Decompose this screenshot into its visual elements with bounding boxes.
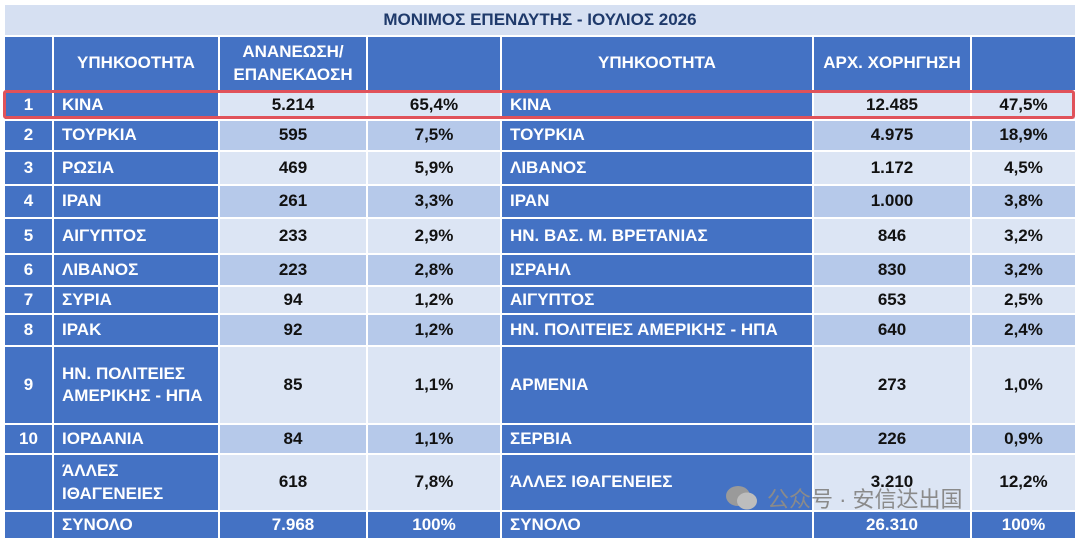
country-cell: ΙΡΑΝ (502, 186, 812, 217)
percent-cell: 1,1% (368, 425, 500, 453)
percent-cell: 1,2% (368, 315, 500, 345)
header-cell: ΥΠΗΚΟΟΤΗΤΑ (502, 37, 812, 90)
rank-cell: 2 (5, 121, 52, 150)
header-cell: ΥΠΗΚΟΟΤΗΤΑ (54, 37, 218, 90)
count-cell: 5.214 (220, 92, 366, 119)
count-cell: 830 (814, 255, 970, 285)
table-title: ΜΟΝΙΜΟΣ ΕΠΕΝΔΥΤΗΣ - ΙΟΥΛΙΟΣ 2026 (5, 5, 1075, 35)
percent-cell: 12,2% (972, 455, 1075, 510)
country-cell: ΣΥΡΙΑ (54, 287, 218, 313)
percent-cell: 1,0% (972, 347, 1075, 423)
country-cell: ΆΛΛΕΣ ΙΘΑΓΕΝΕΙΕΣ (54, 455, 218, 510)
country-cell: ΡΩΣΙΑ (54, 152, 218, 184)
count-cell: 1.000 (814, 186, 970, 217)
country-cell: ΑΙΓΥΠΤΟΣ (502, 287, 812, 313)
total-cell: ΣΥΝΟΛΟ (502, 512, 812, 538)
rank-cell: 10 (5, 425, 52, 453)
rank-cell: 6 (5, 255, 52, 285)
percent-cell: 1,2% (368, 287, 500, 313)
percent-cell: 65,4% (368, 92, 500, 119)
count-cell: 846 (814, 219, 970, 253)
country-cell: ΗΝ. ΠΟΛΙΤΕΙΕΣ ΑΜΕΡΙΚΗΣ - ΗΠΑ (54, 347, 218, 423)
count-cell: 653 (814, 287, 970, 313)
percent-cell: 0,9% (972, 425, 1075, 453)
count-cell: 618 (220, 455, 366, 510)
rank-cell: 7 (5, 287, 52, 313)
header-cell: ΑΝΑΝΕΩΣΗ/ ΕΠΑΝΕΚΔΟΣΗ (220, 37, 366, 90)
country-cell: ΑΡΜΕΝΙΑ (502, 347, 812, 423)
country-cell: ΣΕΡΒΙΑ (502, 425, 812, 453)
watermark: 公众号 · 安信达出国 (725, 482, 963, 514)
country-cell: ΤΟΥΡΚΙΑ (502, 121, 812, 150)
count-cell: 3.210 (814, 455, 970, 510)
count-cell: 640 (814, 315, 970, 345)
country-cell: ΑΙΓΥΠΤΟΣ (54, 219, 218, 253)
rank-cell: 9 (5, 347, 52, 423)
percent-cell: 3,2% (972, 219, 1075, 253)
count-cell: 469 (220, 152, 366, 184)
watermark-text: 公众号 · 安信达出国 (767, 487, 963, 512)
count-cell: 92 (220, 315, 366, 345)
total-cell: ΣΥΝΟΛΟ (54, 512, 218, 538)
count-cell: 233 (220, 219, 366, 253)
count-cell: 1.172 (814, 152, 970, 184)
count-cell: 4.975 (814, 121, 970, 150)
count-cell: 84 (220, 425, 366, 453)
rank-cell: 4 (5, 186, 52, 217)
percent-cell: 3,3% (368, 186, 500, 217)
count-cell: 223 (220, 255, 366, 285)
wechat-icon (726, 486, 757, 510)
country-cell: ΙΡΑΚ (54, 315, 218, 345)
country-cell: ΗΝ. ΒΑΣ. Μ. ΒΡΕΤΑΝΙΑΣ (502, 219, 812, 253)
total-cell (5, 512, 52, 538)
country-cell: ΗΝ. ΠΟΛΙΤΕΙΕΣ ΑΜΕΡΙΚΗΣ - ΗΠΑ (502, 315, 812, 345)
header-cell (5, 37, 52, 90)
country-cell: ΛΙΒΑΝΟΣ (502, 152, 812, 184)
country-cell: ΆΛΛΕΣ ΙΘΑΓΕΝΕΙΕΣ (502, 455, 812, 510)
count-cell: 94 (220, 287, 366, 313)
percent-cell: 1,1% (368, 347, 500, 423)
header-cell (368, 37, 500, 90)
country-cell: ΙΡΑΝ (54, 186, 218, 217)
header-cell: ΑΡΧ. ΧΟΡΗΓΗΣΗ (814, 37, 970, 90)
count-cell: 261 (220, 186, 366, 217)
total-cell: 100% (368, 512, 500, 538)
country-cell: ΙΟΡΔΑΝΙΑ (54, 425, 218, 453)
country-cell: ΛΙΒΑΝΟΣ (54, 255, 218, 285)
percent-cell: 2,8% (368, 255, 500, 285)
count-cell: 12.485 (814, 92, 970, 119)
percent-cell: 7,8% (368, 455, 500, 510)
percent-cell: 5,9% (368, 152, 500, 184)
percent-cell: 3,8% (972, 186, 1075, 217)
total-cell: 100% (972, 512, 1075, 538)
country-cell: ΚΙΝΑ (54, 92, 218, 119)
count-cell: 273 (814, 347, 970, 423)
percent-cell: 7,5% (368, 121, 500, 150)
percent-cell: 2,4% (972, 315, 1075, 345)
country-cell: ΤΟΥΡΚΙΑ (54, 121, 218, 150)
total-cell: 7.968 (220, 512, 366, 538)
total-cell: 26.310 (814, 512, 970, 538)
count-cell: 85 (220, 347, 366, 423)
count-cell: 226 (814, 425, 970, 453)
rank-cell: 3 (5, 152, 52, 184)
rank-cell (5, 455, 52, 510)
count-cell: 595 (220, 121, 366, 150)
rank-cell: 8 (5, 315, 52, 345)
header-cell (972, 37, 1075, 90)
percent-cell: 3,2% (972, 255, 1075, 285)
percent-cell: 2,9% (368, 219, 500, 253)
percent-cell: 18,9% (972, 121, 1075, 150)
percent-cell: 47,5% (972, 92, 1075, 119)
rank-cell: 5 (5, 219, 52, 253)
percent-cell: 4,5% (972, 152, 1075, 184)
country-cell: ΚΙΝΑ (502, 92, 812, 119)
percent-cell: 2,5% (972, 287, 1075, 313)
rank-cell: 1 (5, 92, 52, 119)
country-cell: ΙΣΡΑΗΛ (502, 255, 812, 285)
